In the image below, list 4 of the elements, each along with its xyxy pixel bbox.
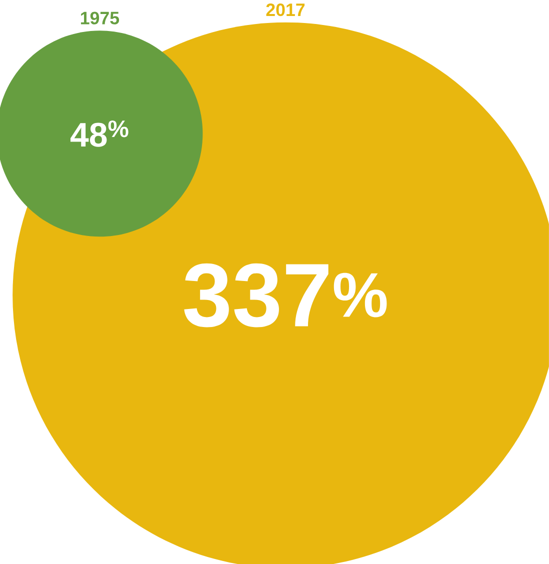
data-label: 337$^{%}$: [184, 263, 387, 328]
category-label: 2017: [266, 3, 305, 16]
data-label: 48$^{%}$: [70, 120, 128, 147]
category-label: 1975: [81, 12, 120, 24]
